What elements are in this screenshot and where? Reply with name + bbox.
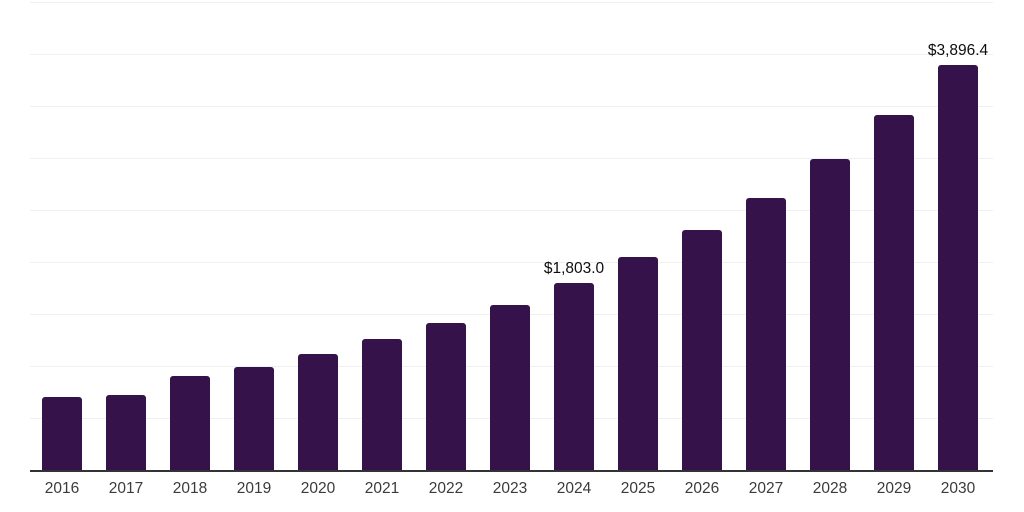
x-axis-tick-labels: 2016 2017 2018 2019 2020 2021 2022 2023 2024 2025… (30, 480, 990, 498)
bar-2016 (42, 397, 82, 470)
x-tick-label-2024: 2024 (556, 480, 592, 497)
gridline (30, 158, 993, 159)
bar-slot-2021 (350, 2, 414, 470)
gridline (30, 210, 993, 211)
x-tick-label-2028: 2028 (812, 480, 848, 497)
x-tick-label-2021: 2021 (364, 480, 400, 497)
bar-slot-2023 (478, 2, 542, 470)
x-axis-line (30, 470, 993, 472)
bar-slot-2020 (286, 2, 350, 470)
gridline (30, 262, 993, 263)
x-tick-label-2027: 2027 (748, 480, 784, 497)
bar-slot-2024: $1,803.0 (542, 2, 606, 470)
bar-2025 (618, 257, 658, 470)
x-tick-label-2017: 2017 (108, 480, 144, 497)
bar-2021 (362, 339, 402, 470)
bar-slot-2027 (734, 2, 798, 470)
bar-2027 (746, 197, 786, 470)
x-tick-label-2025: 2025 (620, 480, 656, 497)
bar-value-label-2024: $1,803.0 (543, 259, 605, 277)
bar-slot-2029 (862, 2, 926, 470)
bar-slot-2028 (798, 2, 862, 470)
bar-2030: $3,896.4 (928, 42, 988, 470)
bar-slot-2022 (414, 2, 478, 470)
bar-slot-2019 (222, 2, 286, 470)
x-tick-label-2018: 2018 (172, 480, 208, 497)
bar-slot-2018 (158, 2, 222, 470)
bar-2026 (682, 229, 722, 470)
bar-2028 (810, 158, 850, 470)
x-tick-label-2029: 2029 (876, 480, 912, 497)
x-tick-label-2016: 2016 (44, 480, 80, 497)
bar-slot-2017 (94, 2, 158, 470)
bar-value-label-2030: $3,896.4 (927, 41, 989, 59)
bar-2023 (490, 304, 530, 470)
x-tick-label-2022: 2022 (428, 480, 464, 497)
bar-2018 (170, 375, 210, 470)
gridline (30, 54, 993, 55)
bar-slot-2016 (30, 2, 94, 470)
bar-slot-2030: $3,896.4 (926, 2, 990, 470)
x-tick-label-2023: 2023 (492, 480, 528, 497)
x-tick-label-2019: 2019 (236, 480, 272, 497)
bar-slot-2025 (606, 2, 670, 470)
x-tick-label-2020: 2020 (300, 480, 336, 497)
bar-2024: $1,803.0 (544, 260, 604, 470)
bar-2017 (106, 395, 146, 470)
bar-2020 (298, 353, 338, 470)
gridline (30, 106, 993, 107)
bar-2019 (234, 366, 274, 470)
bar-2029 (874, 114, 914, 470)
bars-container: $1,803.0 $3,896.4 (30, 2, 990, 470)
x-tick-label-2030: 2030 (940, 480, 976, 497)
bar-2022 (426, 322, 466, 470)
x-tick-label-2026: 2026 (684, 480, 720, 497)
gridline (30, 2, 993, 3)
bar-slot-2026 (670, 2, 734, 470)
